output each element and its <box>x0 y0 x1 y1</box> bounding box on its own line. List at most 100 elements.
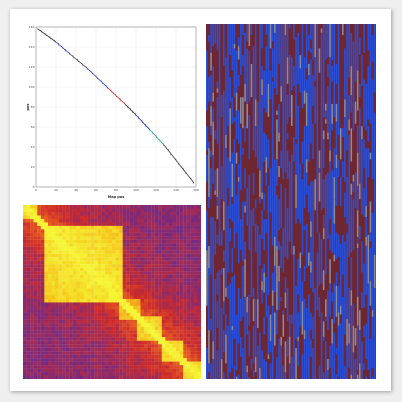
stripe-cell <box>227 219 229 226</box>
heatmap-cell <box>136 225 141 230</box>
heatmap-cell <box>122 225 127 230</box>
heatmap-cell <box>122 312 127 317</box>
stripe-cell <box>263 272 265 293</box>
data-point <box>36 28 38 30</box>
heatmap-cell <box>65 323 70 327</box>
heatmap-cell <box>197 229 201 233</box>
stripe-cell <box>252 126 255 131</box>
heatmap-cell <box>158 208 162 213</box>
heatmap-cell <box>69 292 73 296</box>
stripe-cell <box>246 372 248 379</box>
stripe-cell <box>325 299 327 317</box>
heatmap-cell <box>136 302 141 307</box>
stripe-cell <box>248 325 251 331</box>
heatmap-cell <box>90 351 95 355</box>
stripe-cell <box>327 343 329 360</box>
heatmap-cell <box>87 326 91 331</box>
y-tick-label: 120 <box>29 65 35 69</box>
stripe-cell <box>212 112 214 122</box>
heatmap-cell <box>76 292 81 296</box>
heatmap-cell <box>44 288 49 293</box>
heatmap-cell <box>186 337 191 341</box>
data-point <box>68 52 70 53</box>
heatmap-cell <box>144 337 148 341</box>
heatmap-cell <box>40 205 45 209</box>
stripe-cell <box>344 303 346 328</box>
stripe-cell <box>252 61 255 67</box>
heatmap-cell <box>51 215 56 220</box>
stripe-cell <box>310 345 312 357</box>
heatmap-cell <box>186 260 191 265</box>
heatmap-cell <box>69 243 73 247</box>
stripe-cell <box>235 370 238 377</box>
stripe-cell <box>288 336 291 364</box>
heatmap-cell <box>190 316 194 320</box>
heatmap-cell <box>193 323 198 327</box>
heatmap-cell <box>47 229 52 233</box>
stripe-cell <box>216 327 219 351</box>
heatmap-cell <box>179 375 184 379</box>
stripe-cell <box>208 41 210 60</box>
heatmap-cell <box>179 319 184 324</box>
heatmap-cell <box>122 302 127 307</box>
heatmap-cell <box>108 319 113 324</box>
heatmap-cell <box>76 323 81 327</box>
heatmap-cell <box>47 211 52 216</box>
heatmap-cell <box>190 295 194 300</box>
stripe-cell <box>278 63 280 76</box>
heatmap-cell <box>37 372 41 376</box>
stripe-cell <box>350 310 353 326</box>
heatmap-cell <box>26 218 31 223</box>
heatmap-cell <box>37 278 41 282</box>
stripe-cell <box>373 123 376 131</box>
heatmap-cell <box>165 344 170 348</box>
stripe-cell <box>227 299 229 326</box>
stripe-cell <box>212 223 214 251</box>
heatmap-cell <box>190 205 194 209</box>
heatmap-cell <box>51 302 56 307</box>
heatmap-cell <box>193 344 198 348</box>
heatmap-cell <box>40 278 45 282</box>
heatmap-cell <box>55 344 59 348</box>
chart-series <box>36 28 195 184</box>
stripe-cell <box>314 359 316 379</box>
stripe-cell <box>373 292 376 311</box>
heatmap-cell <box>104 361 109 366</box>
heatmap-cell <box>193 288 198 293</box>
stripe-cell <box>325 143 327 169</box>
stripe-cell <box>263 210 265 220</box>
stripe-cell <box>354 181 357 186</box>
stripe-cell <box>350 95 353 102</box>
stripe-cell <box>322 179 325 209</box>
stripe-cell <box>308 97 310 115</box>
heatmap-cell <box>133 205 138 209</box>
heatmap-cell <box>165 222 170 226</box>
heatmap-cell <box>33 368 38 373</box>
heatmap-cell <box>161 309 166 313</box>
stripe-cell <box>301 214 304 246</box>
stripe-cell <box>237 143 240 164</box>
heatmap-cell <box>179 222 184 226</box>
heatmap-cell <box>197 285 201 289</box>
stripe-cell <box>244 101 246 127</box>
stripe-cell <box>218 157 221 180</box>
stripe-cell <box>331 276 333 293</box>
heatmap-cell <box>190 236 194 240</box>
heatmap-cell <box>83 243 88 247</box>
heatmap-cell <box>108 298 113 303</box>
stripe-cell <box>225 201 227 231</box>
stripe-cell <box>305 139 308 144</box>
heatmap-cell <box>193 274 198 279</box>
stripe-cell <box>342 239 344 249</box>
stripe-cell <box>223 372 225 379</box>
stripe-cell <box>220 166 223 200</box>
heatmap-cell <box>126 274 130 279</box>
heatmap-cell <box>47 225 52 230</box>
stripe-cell <box>288 55 291 84</box>
heatmap-cell <box>115 274 120 279</box>
stripe-cell <box>227 245 229 273</box>
heatmap-cell <box>140 239 145 244</box>
stripe-cell <box>310 210 312 222</box>
heatmap-cell <box>158 239 162 244</box>
stripe-cell <box>316 166 319 175</box>
